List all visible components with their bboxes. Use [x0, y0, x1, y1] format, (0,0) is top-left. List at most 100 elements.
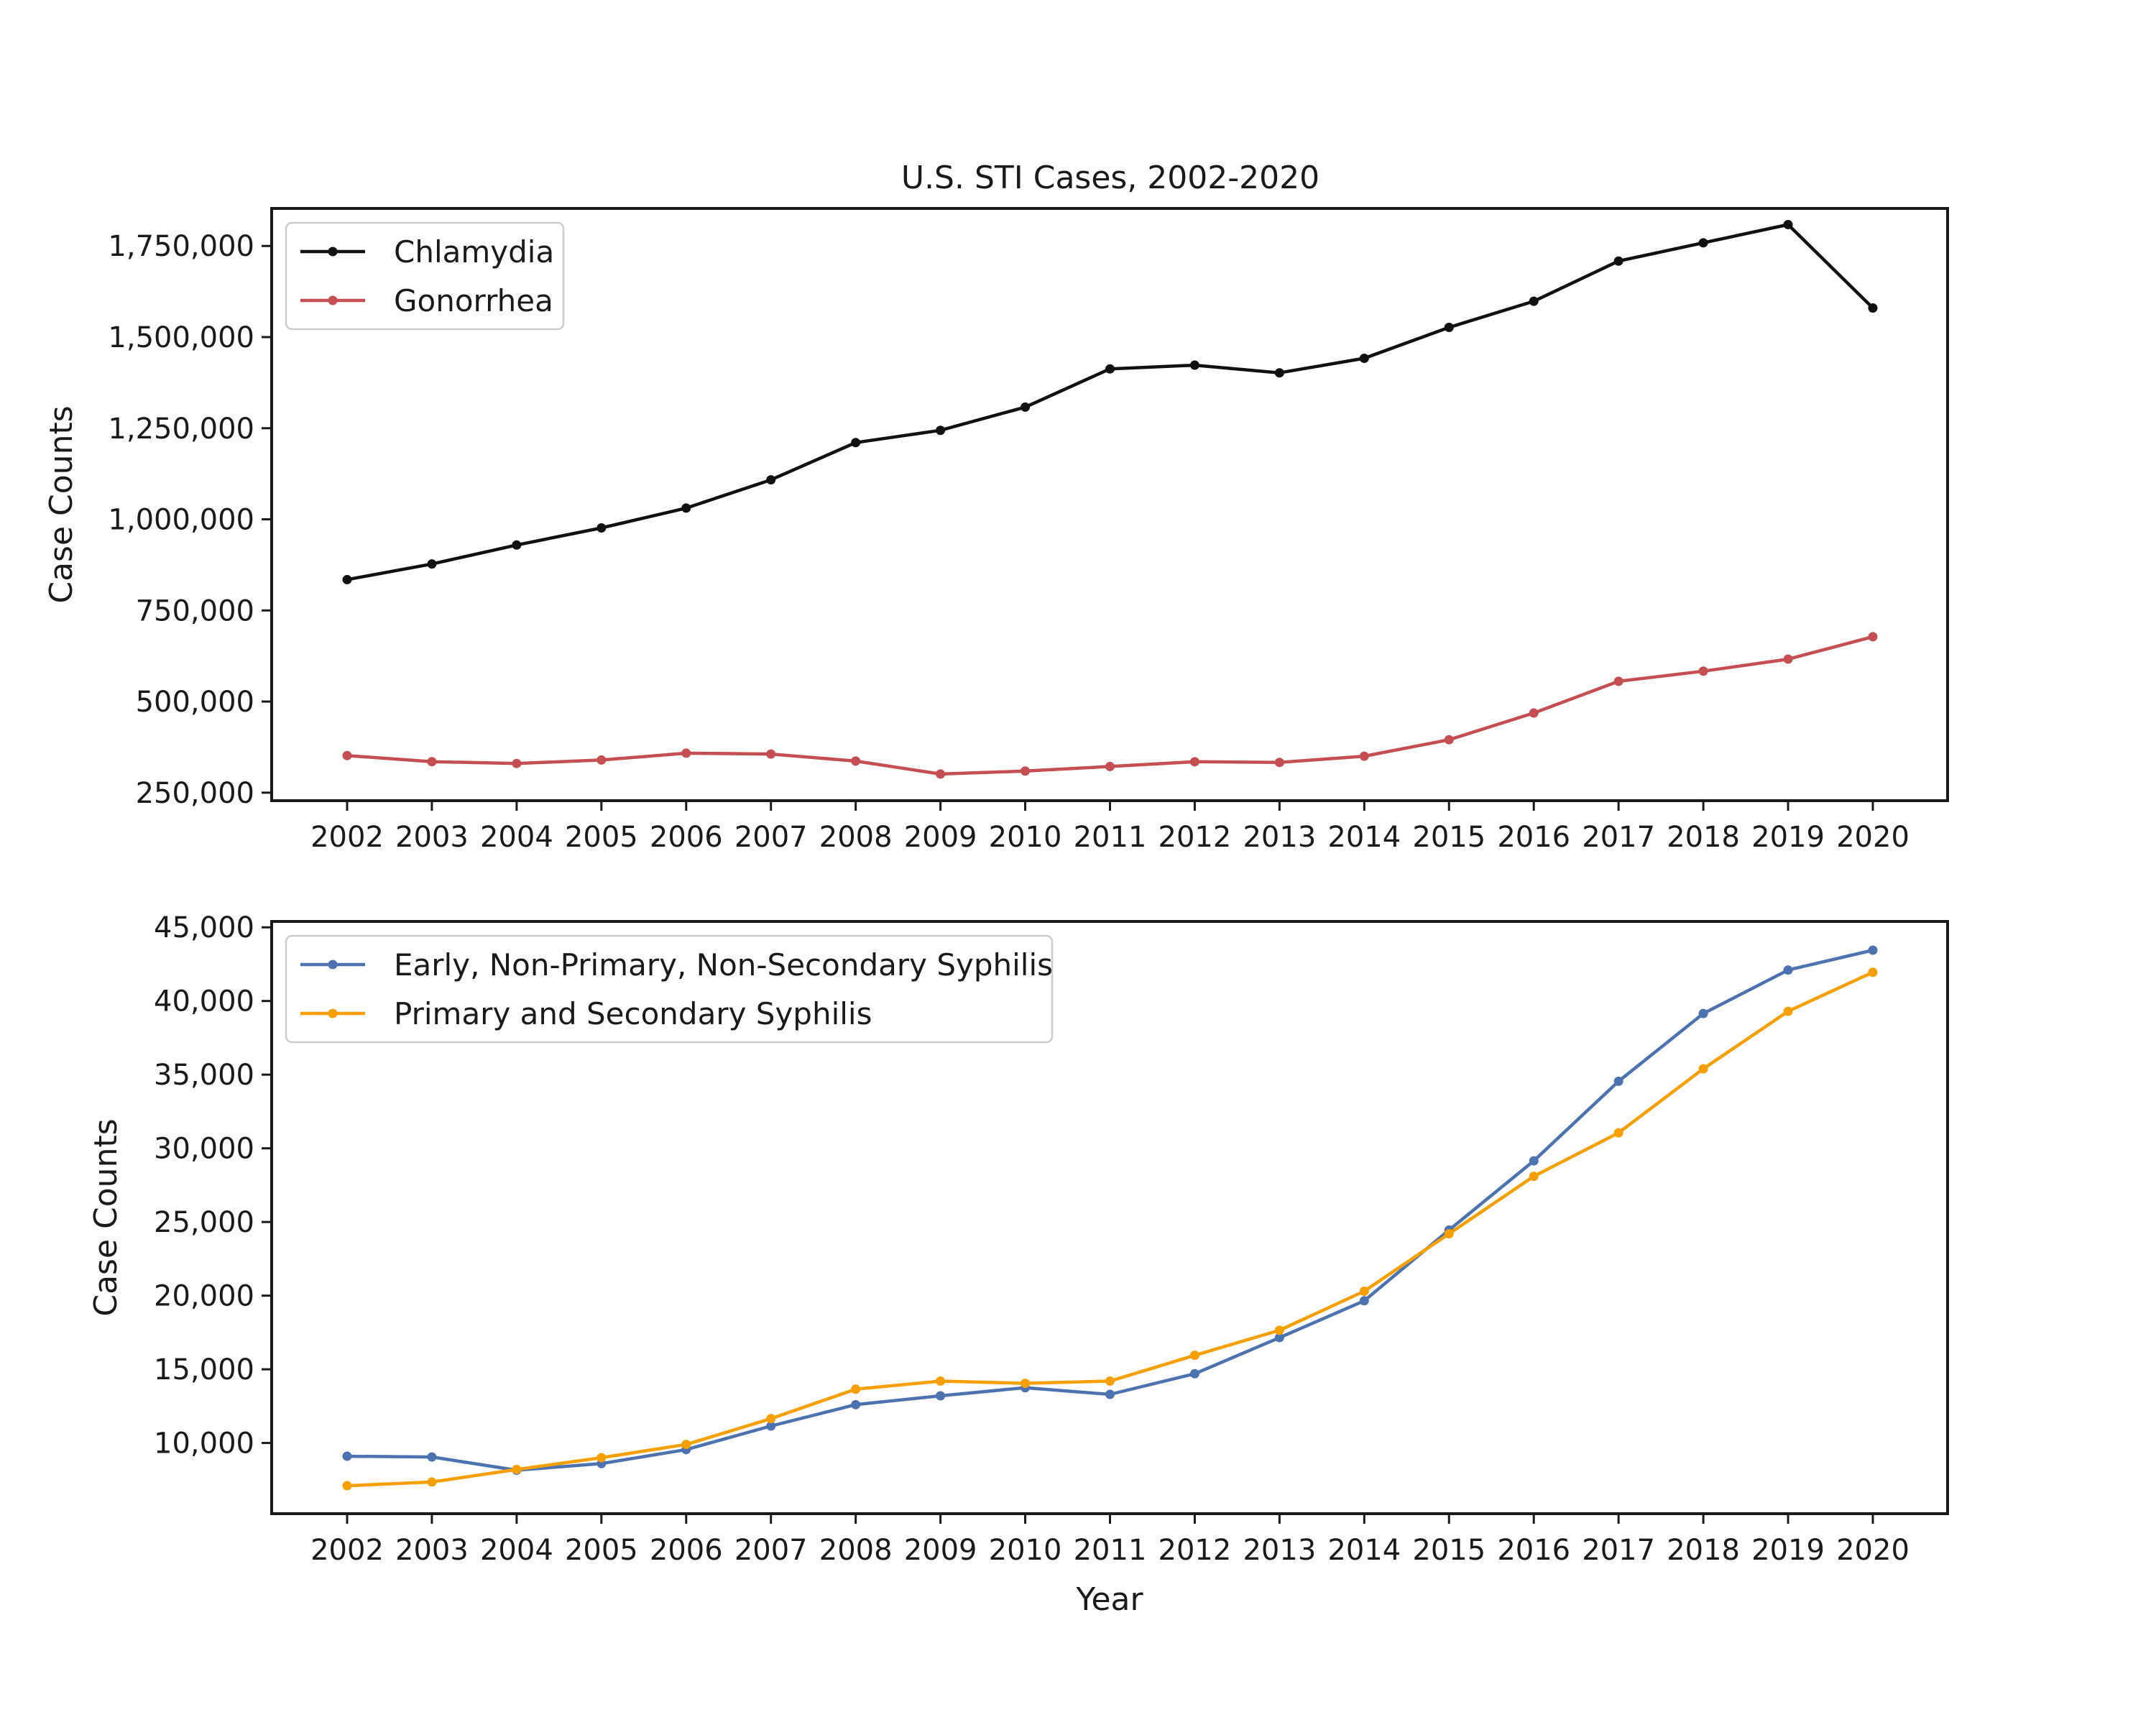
data-point: [1359, 751, 1369, 761]
x-tick-label: 2007: [734, 821, 808, 854]
x-tick-label: 2020: [1836, 821, 1909, 854]
data-point: [851, 1384, 861, 1394]
data-point: [1105, 364, 1115, 374]
x-tick-label: 2007: [734, 1534, 808, 1567]
chart-top-title: U.S. STI Cases, 2002-2020: [901, 160, 1319, 196]
data-point: [1529, 296, 1539, 306]
chart-bottom-x-axis-label: Year: [1075, 1581, 1143, 1618]
data-point: [1274, 368, 1284, 378]
data-point: [1529, 1156, 1539, 1166]
data-point: [512, 758, 522, 768]
data-point: [1783, 219, 1793, 229]
data-point: [851, 438, 861, 448]
data-point: [1021, 1379, 1031, 1389]
chart-bottom-legend-items: Early, Non-Primary, Non-Secondary Syphil…: [300, 947, 1053, 1031]
y-tick-label: 1,000,000: [108, 504, 254, 537]
x-tick-label: 2014: [1327, 1534, 1401, 1567]
x-tick-label: 2005: [565, 1534, 638, 1567]
x-tick-label: 2017: [1582, 1534, 1655, 1567]
y-tick-label: 1,750,000: [108, 230, 254, 263]
data-point: [766, 749, 776, 759]
x-tick-label: 2018: [1667, 1534, 1740, 1567]
chart-bottom-legend: Early, Non-Primary, Non-Secondary Syphil…: [285, 934, 1054, 1044]
data-point: [1359, 1286, 1369, 1296]
x-tick-label: 2012: [1158, 1534, 1232, 1567]
data-point: [936, 426, 946, 436]
x-tick-label: 2006: [650, 1534, 723, 1567]
legend-marker: [328, 960, 338, 970]
y-tick-label: 250,000: [136, 777, 254, 810]
data-point: [1783, 1006, 1793, 1016]
chart-top-legend-items: Chlamydia Gonorrhea: [300, 234, 554, 318]
data-point: [1105, 1376, 1115, 1386]
data-point: [596, 755, 607, 765]
y-tick-label: 20,000: [154, 1280, 254, 1313]
data-point: [427, 1477, 437, 1487]
x-tick-label: 2009: [904, 821, 977, 854]
data-point: [1698, 1008, 1708, 1018]
data-point: [1698, 238, 1708, 248]
x-tick-label: 2018: [1667, 821, 1740, 854]
y-tick-label: 15,000: [154, 1353, 254, 1386]
chart-top-legend: Chlamydia Gonorrhea: [285, 221, 565, 331]
chart-bottom-frame: [270, 920, 1949, 1515]
legend-label: Primary and Secondary Syphilis: [394, 996, 872, 1031]
data-point: [1021, 402, 1031, 412]
x-tick-label: 2008: [819, 821, 893, 854]
x-tick-label: 2016: [1497, 821, 1570, 854]
x-tick-label: 2017: [1582, 821, 1655, 854]
chart-bottom-y-axis-label: Case Counts: [88, 1118, 124, 1316]
data-point: [851, 756, 861, 766]
legend-marker: [328, 295, 338, 305]
data-point: [342, 750, 352, 760]
chart-top-series: [342, 219, 1878, 779]
data-point: [1783, 654, 1793, 664]
data-point: [512, 1465, 522, 1475]
x-tick-label: 2015: [1412, 821, 1485, 854]
y-tick-label: 40,000: [154, 985, 254, 1018]
data-point: [1613, 1128, 1623, 1138]
data-point: [1868, 632, 1878, 642]
y-tick-label: 750,000: [136, 594, 254, 627]
x-tick-label: 2002: [310, 821, 384, 854]
chart-bottom: 10,000 15,000 20,000 25,000 30,000 35,000 40,0…: [88, 911, 1949, 1618]
data-point: [342, 1481, 352, 1491]
data-point: [1698, 666, 1708, 676]
y-tick-label: 1,250,000: [108, 413, 254, 446]
data-point: [427, 757, 437, 767]
data-point: [342, 1451, 352, 1461]
data-point: [596, 523, 607, 533]
data-point: [1274, 1325, 1284, 1335]
data-point: [1189, 1351, 1199, 1361]
x-tick-label: 2020: [1836, 1534, 1909, 1567]
chart-bottom-series: [342, 945, 1878, 1491]
data-point: [1444, 322, 1454, 332]
data-point: [766, 475, 776, 485]
data-point: [1529, 1172, 1539, 1182]
data-point: [1189, 757, 1199, 767]
legend-marker: [328, 1008, 338, 1018]
data-point: [936, 1376, 946, 1386]
x-tick-label: 2019: [1751, 821, 1825, 854]
x-tick-label: 2014: [1327, 821, 1401, 854]
y-tick-label: 35,000: [154, 1059, 254, 1092]
data-point: [1021, 766, 1031, 776]
data-point: [596, 1453, 607, 1463]
legend-marker: [328, 247, 338, 257]
legend-label: Early, Non-Primary, Non-Secondary Syphil…: [394, 947, 1053, 983]
data-point: [766, 1421, 776, 1431]
data-point: [1698, 1064, 1708, 1074]
x-tick-label: 2009: [904, 1534, 977, 1567]
data-point: [1783, 965, 1793, 975]
x-tick-label: 2003: [395, 821, 469, 854]
data-point: [1105, 1389, 1115, 1399]
chart-top-legend-box: [285, 221, 565, 331]
data-point: [342, 574, 352, 584]
data-point: [936, 769, 946, 779]
x-tick-label: 2010: [989, 1534, 1062, 1567]
data-point: [1444, 1229, 1454, 1239]
x-tick-label: 2013: [1243, 1534, 1316, 1567]
data-point: [851, 1399, 861, 1409]
data-point: [1359, 354, 1369, 364]
x-tick-label: 2011: [1074, 1534, 1147, 1567]
